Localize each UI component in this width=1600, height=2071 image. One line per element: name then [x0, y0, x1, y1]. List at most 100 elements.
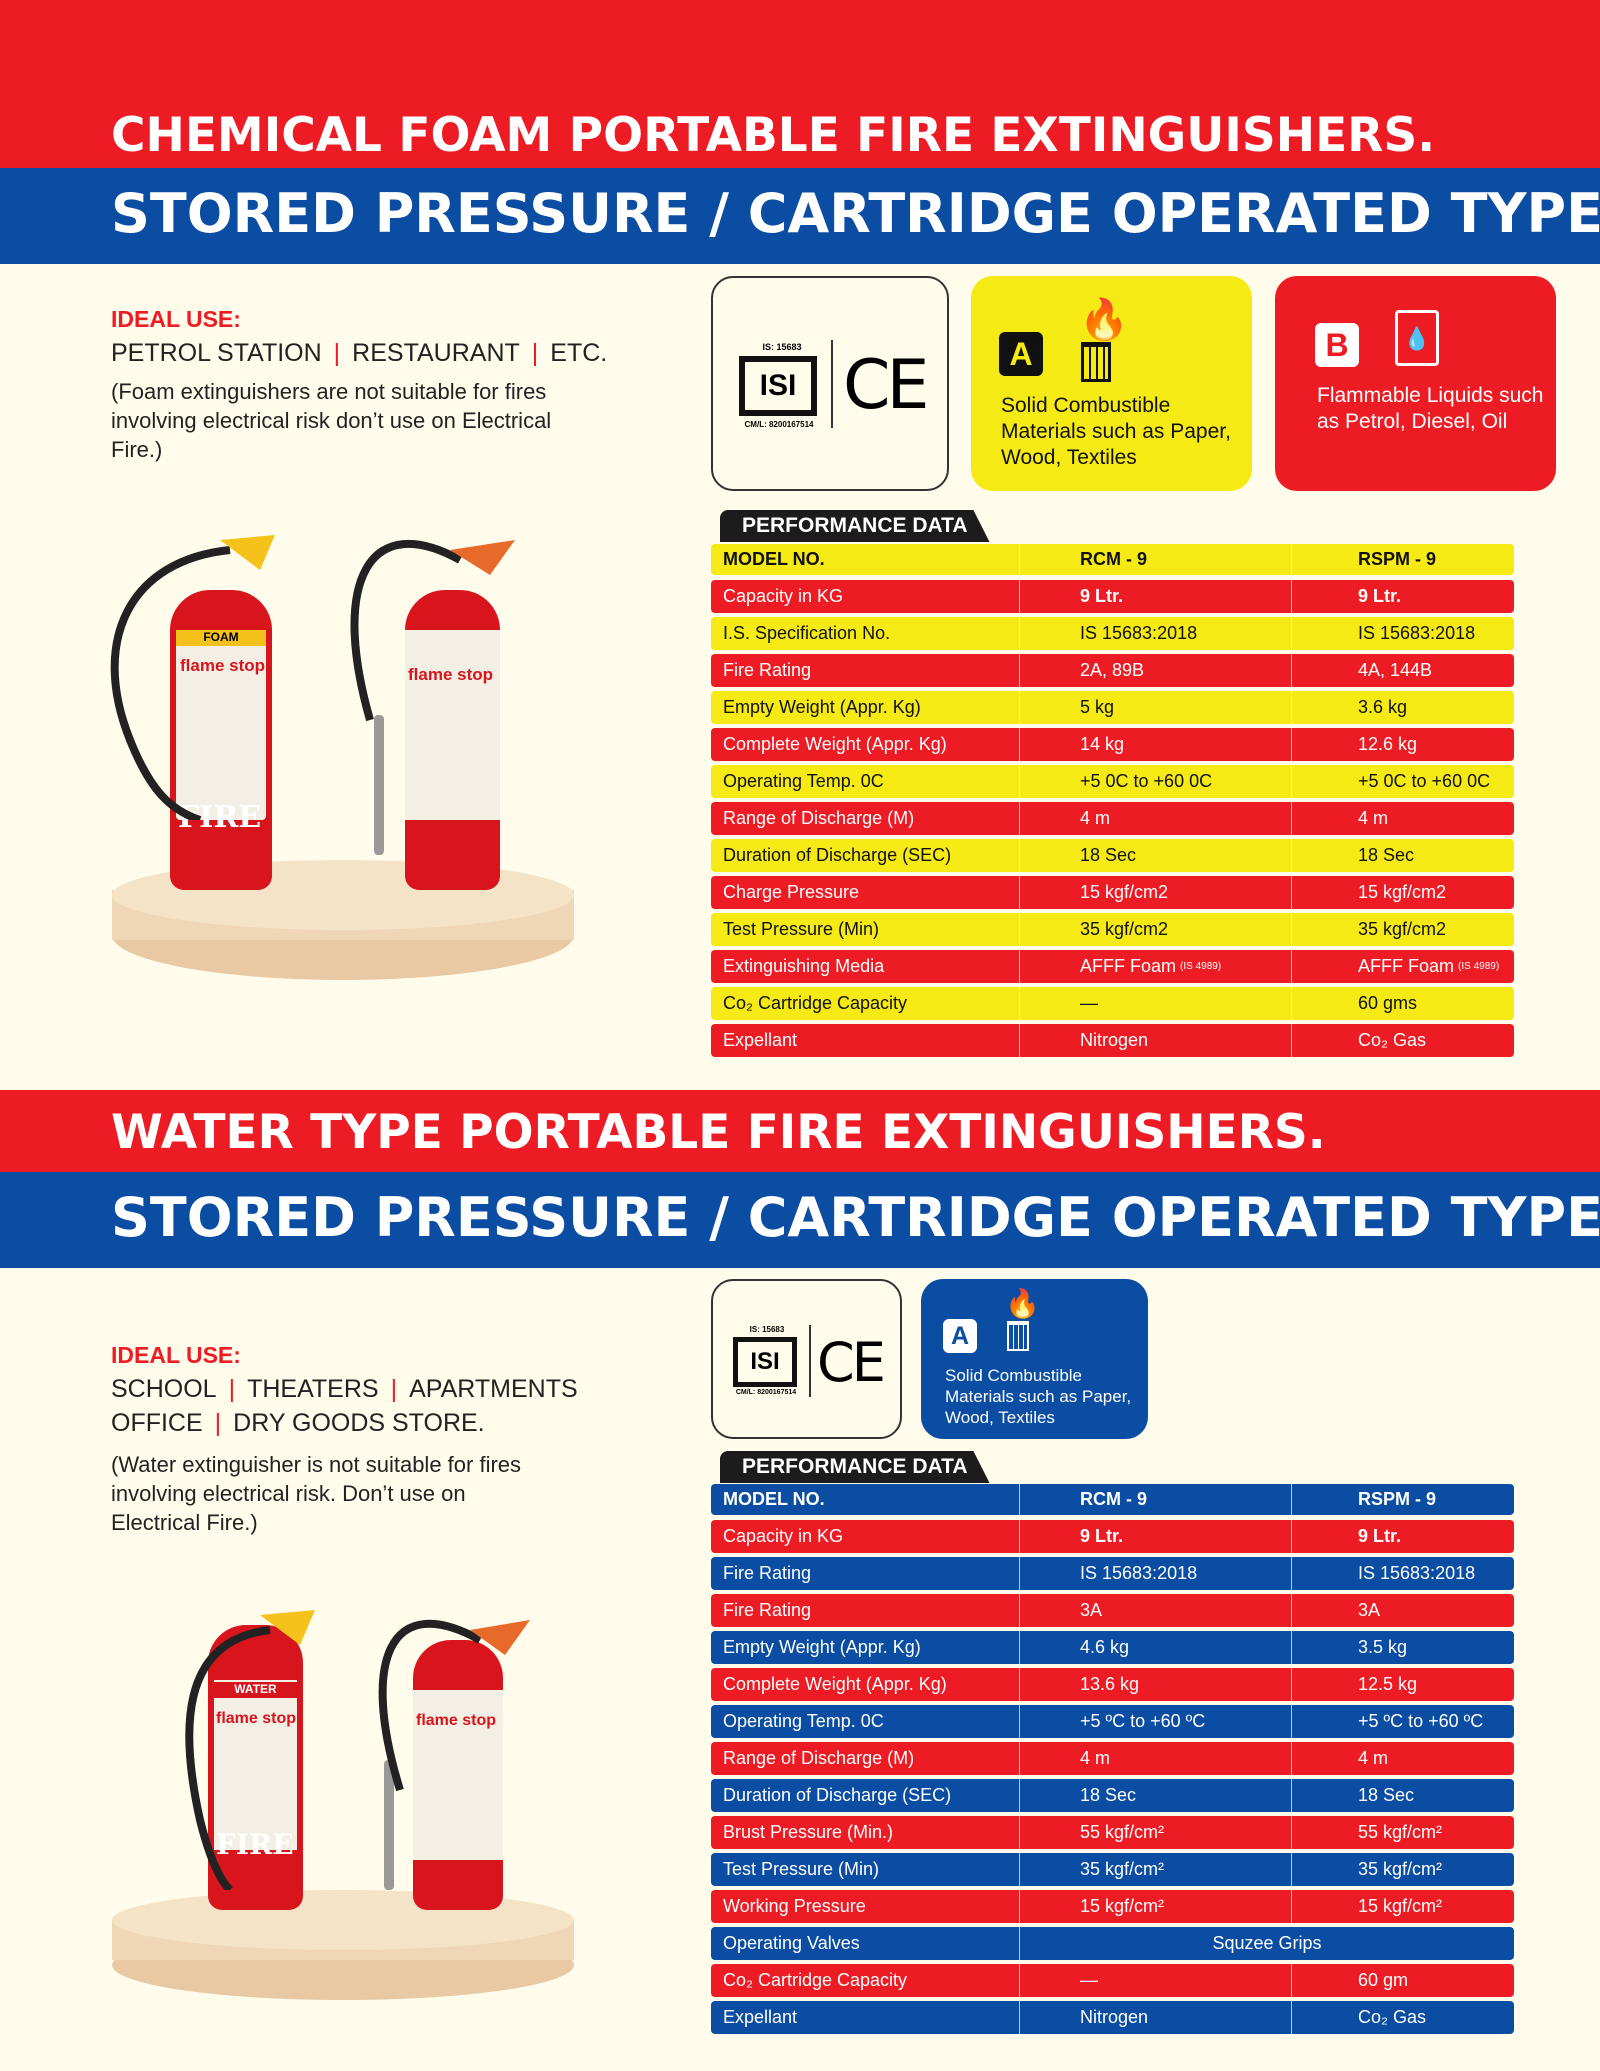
- row-value: 9 Ltr.: [1020, 1520, 1292, 1553]
- section2-title-bottom: STORED PRESSURE / CARTRIDGE OPERATED TYP…: [111, 1186, 1600, 1249]
- table-row: Extinguishing Media AFFF Foam (IS 4989) AFF…: [711, 950, 1514, 983]
- fuel-can-icon: 💧: [1395, 310, 1439, 366]
- table-row: Fire Rating 3A 3A: [711, 1594, 1514, 1627]
- isi-mark-icon: ISI: [733, 1337, 797, 1387]
- burning-bin-icon: 🔥: [1079, 298, 1129, 342]
- row-label: Fire Rating: [711, 654, 1020, 687]
- row-label: Range of Discharge (M): [711, 1742, 1020, 1775]
- class-a-text: Solid Combustible Materials such as Pape…: [1001, 394, 1231, 469]
- row-label: Fire Rating: [711, 1594, 1020, 1627]
- class-b-text: Flammable Liquids such as Petrol, Diesel…: [1317, 384, 1544, 433]
- class-a-card: A 🔥 Solid Combustible Materials such as …: [971, 276, 1252, 491]
- table-row: Empty Weight (Appr. Kg) 5 kg 3.6 kg: [711, 691, 1514, 724]
- use-item: ETC.: [550, 339, 608, 367]
- row-value: 35 kgf/cm2: [1020, 913, 1292, 946]
- row-label: Expellant: [711, 2001, 1020, 2034]
- row-value: 12.6 kg: [1358, 734, 1418, 754]
- section2-blue-banner: [0, 1172, 1600, 1268]
- row-value: AFFF Foam (IS 4989): [1358, 956, 1500, 976]
- row-value: 4A, 144B: [1358, 660, 1433, 680]
- row-value: 3A: [1358, 1600, 1381, 1620]
- table-row: Test Pressure (Min) 35 kgf/cm2 35 kgf/cm2: [711, 913, 1514, 946]
- ideal-use-list: PETROL STATION | RESTAURANT | ETC.: [111, 339, 608, 367]
- row-value: 4.6 kg: [1020, 1631, 1292, 1664]
- cml-number: CM/L: 8200167514: [744, 420, 814, 429]
- class-a-card: A 🔥 Solid Combustible Materials such as …: [921, 1279, 1148, 1439]
- table-row: Expellant Nitrogen Co₂ Gas: [711, 2001, 1514, 2034]
- table-header-row: MODEL NO. RCM - 9 RSPM - 9: [711, 544, 1514, 575]
- row-value: IS 15683:2018: [1020, 617, 1292, 650]
- section1-red-banner: [0, 0, 1600, 168]
- brand-label: flame stop: [216, 1710, 297, 1727]
- ce-mark-icon: CE: [843, 346, 929, 425]
- use-item: THEATERS: [247, 1375, 379, 1403]
- row-label: Complete Weight (Appr. Kg): [711, 1668, 1020, 1701]
- row-value: 15 kgf/cm2: [1358, 882, 1447, 902]
- ideal-use-label: IDEAL USE:: [111, 1342, 241, 1368]
- ce-mark-icon: CE: [817, 1331, 886, 1394]
- row-value: RSPM - 9: [1358, 1489, 1437, 1509]
- section1-blue-banner: [0, 168, 1600, 264]
- row-label: Expellant: [711, 1024, 1020, 1057]
- extinguisher-type-label: FOAM: [176, 630, 266, 646]
- row-label: Duration of Discharge (SEC): [711, 839, 1020, 872]
- row-value: 35 kgf/cm²: [1358, 1859, 1443, 1879]
- row-value: 13.6 kg: [1020, 1668, 1292, 1701]
- row-value: +5 0C to +60 0C: [1358, 771, 1491, 791]
- row-value: 9 Ltr.: [1358, 1526, 1402, 1546]
- table-row: Capacity in KG 9 Ltr. 9 Ltr.: [711, 580, 1514, 613]
- row-label: I.S. Specification No.: [711, 617, 1020, 650]
- row-value: 12.5 kg: [1358, 1674, 1418, 1694]
- row-value: RCM - 9: [1020, 544, 1292, 575]
- row-value: 35 kgf/cm²: [1020, 1853, 1292, 1886]
- certification-card: IS: 15683 ISI CM/L: 8200167514 CE: [711, 1279, 902, 1439]
- row-label: Test Pressure (Min): [711, 913, 1020, 946]
- row-value: 3.6 kg: [1358, 697, 1408, 717]
- row-value: +5 0C to +60 0C: [1020, 765, 1292, 798]
- row-label: Charge Pressure: [711, 876, 1020, 909]
- ideal-use-list: SCHOOL | THEATERS | APARTMENTS: [111, 1375, 578, 1403]
- row-label: Test Pressure (Min): [711, 1853, 1020, 1886]
- row-value: 14 kg: [1020, 728, 1292, 761]
- class-a-text: Solid Combustible Materials such as Pape…: [945, 1366, 1132, 1427]
- row-value: 55 kgf/cm²: [1020, 1816, 1292, 1849]
- row-label: Operating Valves: [711, 1927, 1020, 1960]
- table-row: Brust Pressure (Min.) 55 kgf/cm² 55 kgf/cm…: [711, 1816, 1514, 1849]
- row-value: RSPM - 9: [1358, 549, 1437, 569]
- row-label: Capacity in KG: [711, 1520, 1020, 1553]
- class-b-card: B 💧 Flammable Liquids such as Petrol, Di…: [1275, 276, 1556, 491]
- row-value: Co₂ Gas: [1358, 1030, 1427, 1050]
- table-row: Capacity in KG 9 Ltr. 9 Ltr.: [711, 1520, 1514, 1553]
- row-value: 3.5 kg: [1358, 1637, 1408, 1657]
- class-a-badge: A: [943, 1319, 977, 1353]
- row-value: 18 Sec: [1020, 1779, 1292, 1812]
- row-label: Co₂ Cartridge Capacity: [711, 1964, 1020, 1997]
- row-value: 2A, 89B: [1020, 654, 1292, 687]
- extinguisher-type-label: WATER: [214, 1682, 297, 1698]
- row-label: Working Pressure: [711, 1890, 1020, 1923]
- row-label: Operating Temp. 0C: [711, 1705, 1020, 1738]
- table-row: Co₂ Cartridge Capacity — 60 gms: [711, 987, 1514, 1020]
- table-row: Co₂ Cartridge Capacity — 60 gm: [711, 1964, 1514, 1997]
- row-value: +5 ºC to +60 ºC: [1020, 1705, 1292, 1738]
- use-item: DRY GOODS STORE.: [233, 1409, 485, 1437]
- row-value: 60 gms: [1358, 993, 1418, 1013]
- row-value: 18 Sec: [1358, 1785, 1415, 1805]
- section1-title-top: CHEMICAL FOAM PORTABLE FIRE EXTINGUISHER…: [111, 108, 1436, 163]
- row-value: 5 kg: [1020, 691, 1292, 724]
- table-row: Test Pressure (Min) 35 kgf/cm² 35 kgf/cm²: [711, 1853, 1514, 1886]
- class-b-badge: B: [1315, 323, 1359, 367]
- table-row: Duration of Discharge (SEC) 18 Sec 18 Sec: [711, 1779, 1514, 1812]
- use-item: RESTAURANT: [352, 339, 520, 367]
- table-row: Charge Pressure 15 kgf/cm2 15 kgf/cm2: [711, 876, 1514, 909]
- is-number: IS: 15683: [749, 1325, 785, 1334]
- table-row: I.S. Specification No. IS 15683:2018 IS 15…: [711, 617, 1514, 650]
- brand-label: flame stop: [408, 665, 494, 684]
- row-label: Range of Discharge (M): [711, 802, 1020, 835]
- table-header-row: MODEL NO. RCM - 9 RSPM - 9: [711, 1484, 1514, 1515]
- row-value: 9 Ltr.: [1020, 580, 1292, 613]
- row-value: 15 kgf/cm²: [1020, 1890, 1292, 1923]
- section1-title-bottom: STORED PRESSURE / CARTRIDGE OPERATED TYP…: [111, 182, 1600, 245]
- table-row: Operating Temp. 0C +5 0C to +60 0C +5 0C t…: [711, 765, 1514, 798]
- burning-bin-icon: 🔥: [1005, 1288, 1040, 1319]
